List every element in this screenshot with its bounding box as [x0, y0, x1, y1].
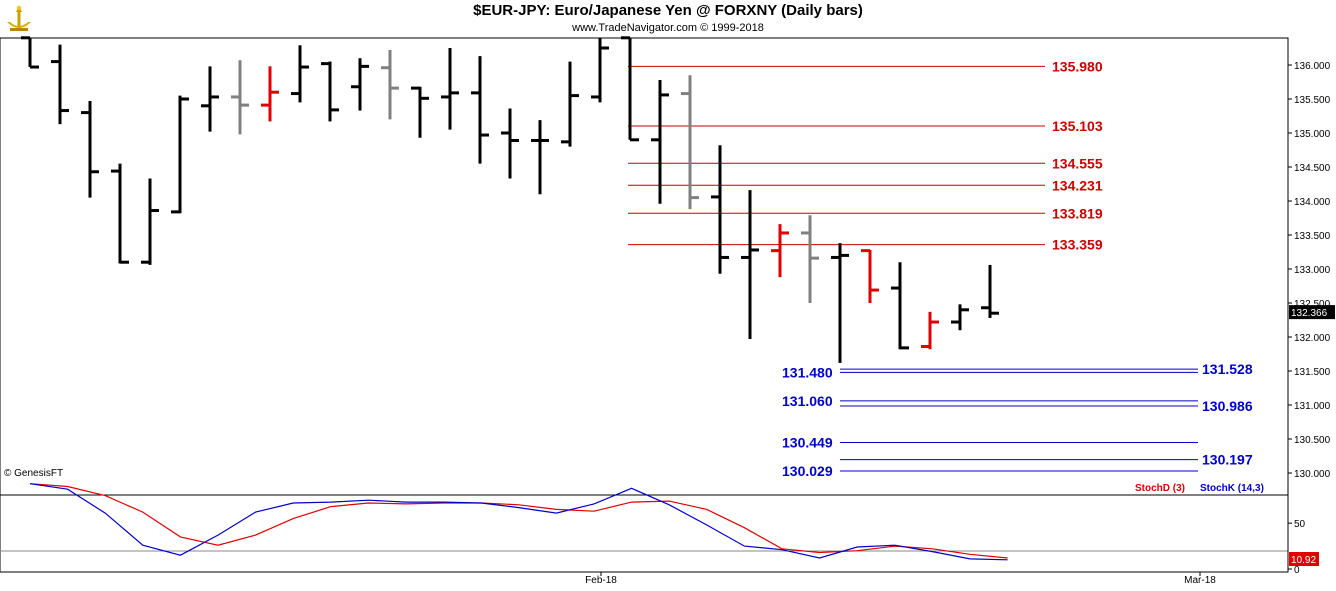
y-tick-label: 136.000 [1294, 61, 1331, 72]
ohlc-bar [681, 75, 699, 210]
legend-stoch-d: StochD (3) [1135, 483, 1185, 494]
last-price-label: 132.366 [1291, 308, 1328, 319]
x-tick-label: Mar-18 [1184, 575, 1216, 586]
resistance-label: 135.103 [1052, 118, 1103, 134]
stoch-d-line [29, 483, 1008, 559]
y-tick-label: 130.000 [1294, 469, 1331, 480]
ohlc-bar [831, 243, 849, 363]
ohlc-bar [471, 56, 489, 164]
y-tick-label: 131.000 [1294, 401, 1331, 412]
ohlc-bar [441, 48, 459, 130]
ohlc-bar [711, 145, 729, 274]
support-label-left: 131.060 [782, 393, 833, 409]
support-label-left: 131.480 [782, 364, 833, 380]
ohlc-bar [501, 108, 519, 179]
ohlc-bar [51, 44, 69, 125]
ohlc-bar [951, 304, 969, 331]
last-stoch-tag [1289, 551, 1319, 566]
support-label-left: 130.029 [782, 463, 833, 479]
ohlc-bar [291, 45, 309, 103]
chart-frame [0, 37, 1289, 573]
ohlc-bar [891, 262, 909, 350]
ohlc-bar [231, 60, 249, 135]
ohlc-bar [351, 58, 369, 111]
y-axis: 136.000 135.500 135.000 134.500 134.000 133.5… [585, 61, 1335, 586]
ohlc-bar [981, 264, 999, 318]
ohlc-bar [861, 249, 879, 303]
resistance-label: 133.819 [1052, 205, 1103, 221]
ohlc-bar [741, 190, 759, 340]
ohlc-bar [771, 224, 789, 278]
resistance-label: 133.359 [1052, 237, 1103, 253]
last-price-tag [1289, 305, 1335, 320]
stochastic-panel [29, 483, 1008, 561]
support-label-right: 130.197 [1202, 452, 1253, 468]
y-tick-label: 133.500 [1294, 231, 1331, 242]
resistance-label: 134.231 [1052, 177, 1103, 193]
chart-title: $EUR-JPY: Euro/Japanese Yen @ FORXNY (Da… [473, 2, 863, 19]
y-tick-label: 134.000 [1294, 197, 1331, 208]
copyright-label: © GenesisFT [4, 468, 64, 479]
price-bars [21, 36, 999, 363]
support-label-right: 130.986 [1202, 398, 1253, 414]
ohlc-bar [801, 215, 819, 303]
ohlc-bar [381, 50, 399, 120]
ohlc-bar [921, 311, 939, 350]
stoch-y-tick-label: 0 [1294, 565, 1300, 576]
resistance-label: 135.980 [1052, 58, 1103, 74]
ohlc-bar [171, 95, 189, 214]
ohlc-bar [411, 86, 429, 138]
support-label-right: 131.528 [1202, 361, 1253, 377]
chart-subtitle: www.TradeNavigator.com © 1999-2018 [572, 22, 764, 34]
y-tick-label: 134.500 [1294, 163, 1331, 174]
ohlc-bar [201, 66, 219, 132]
ohlc-bar [621, 36, 639, 142]
x-tick-label: Feb-18 [585, 575, 617, 586]
y-tick-label: 130.500 [1294, 435, 1331, 446]
stoch-k-line [29, 483, 1008, 561]
y-tick-label: 135.000 [1294, 129, 1331, 140]
ohlc-bar [561, 61, 579, 147]
stoch-y-tick-label: 50 [1294, 519, 1306, 530]
ohlc-bar [81, 101, 99, 198]
ohlc-bar [591, 37, 609, 103]
ohlc-bar [21, 36, 39, 69]
y-tick-label: 132.500 [1294, 299, 1331, 310]
ohlc-bar [321, 61, 339, 122]
ohlc-bar [531, 120, 549, 195]
genesis-logo-icon [7, 5, 31, 31]
ohlc-bar [141, 178, 159, 265]
y-tick-label: 132.000 [1294, 333, 1331, 344]
y-tick-label: 131.500 [1294, 367, 1331, 378]
legend-stoch-k: StochK (14,3) [1200, 483, 1264, 494]
y-tick-label: 133.000 [1294, 265, 1331, 276]
ohlc-bar [111, 163, 129, 264]
last-stoch-label: 10.92 [1291, 555, 1316, 566]
support-label-left: 130.449 [782, 434, 833, 450]
ohlc-bar [261, 66, 279, 122]
y-tick-label: 135.500 [1294, 95, 1331, 106]
resistance-label: 134.555 [1052, 155, 1103, 171]
price-levels: 135.980 135.103 134.555 134.231 133.819 133.3… [628, 58, 1253, 479]
ohlc-bar [651, 79, 669, 204]
